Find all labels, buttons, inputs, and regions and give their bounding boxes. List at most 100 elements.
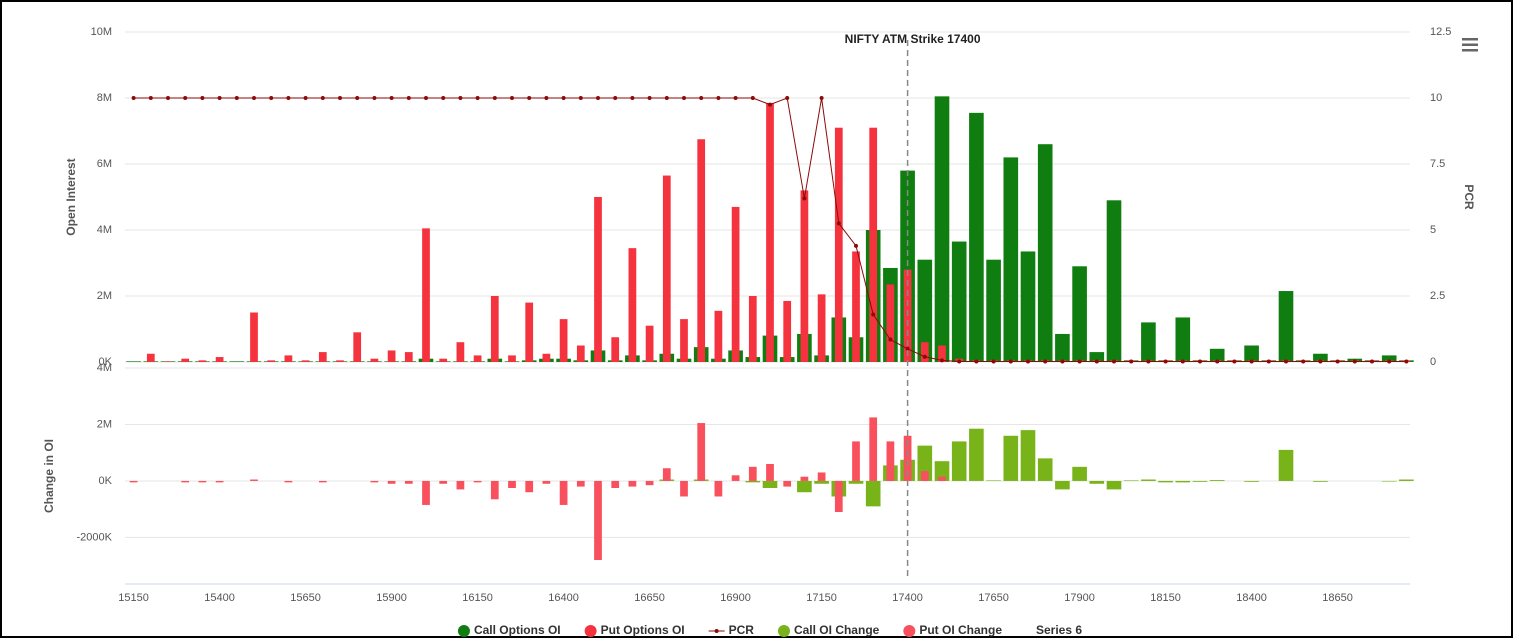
bar [938, 345, 946, 362]
pcr-point [1180, 359, 1185, 364]
pcr-point [1318, 359, 1323, 364]
pcr-point [819, 96, 824, 100]
bar [508, 355, 516, 362]
bar [422, 228, 430, 362]
pcr-point [957, 359, 962, 364]
bar [886, 284, 895, 362]
menu-bar[interactable] [1462, 49, 1478, 52]
bar [1123, 480, 1139, 481]
bar [865, 480, 881, 507]
bar [473, 480, 482, 483]
pcr-point [905, 346, 910, 351]
bar [318, 480, 327, 483]
legend-symbol [584, 625, 597, 637]
bar [525, 480, 534, 493]
pcr-point [148, 96, 153, 100]
bar [490, 296, 499, 362]
bar [456, 480, 465, 490]
y-axis-title: Open Interest [64, 158, 78, 235]
pcr-point [544, 96, 549, 100]
pcr-point [183, 96, 188, 100]
y-axis-title: Change in OI [42, 439, 56, 513]
bar [422, 480, 430, 505]
pcr-point [940, 358, 944, 363]
bar [969, 112, 984, 362]
bar [525, 302, 534, 362]
pcr-point [406, 96, 411, 100]
menu-icon[interactable] [1462, 38, 1478, 52]
y2-tick-label: 7.5 [1430, 158, 1445, 170]
pcr-point [836, 221, 841, 226]
bar [852, 441, 860, 481]
bar [714, 480, 723, 497]
bar [1089, 480, 1105, 484]
bar [336, 360, 344, 362]
y-tick-label: 6M [97, 158, 112, 170]
bar [1072, 466, 1087, 481]
bar [800, 190, 809, 362]
bar [697, 139, 706, 362]
x-tick-label: 18150 [1150, 592, 1181, 604]
bar [986, 259, 1001, 362]
pcr-point [854, 243, 858, 248]
legend-symbol [777, 625, 790, 637]
pcr-point [922, 354, 927, 359]
pcr-point [664, 96, 669, 100]
bar [1192, 480, 1208, 482]
bar [1158, 480, 1173, 483]
pcr-point [596, 96, 600, 100]
bar [1141, 479, 1156, 481]
bar [1278, 449, 1294, 481]
pcr-point [768, 102, 772, 107]
bar [559, 319, 568, 362]
bar [697, 423, 706, 481]
pcr-point [647, 96, 652, 100]
y-tick-label: 8M [97, 92, 112, 104]
x-tick-label: 16900 [720, 592, 751, 604]
bar [490, 480, 499, 500]
y2-tick-label: 0 [1430, 356, 1436, 368]
pcr-point [1301, 359, 1306, 364]
bar [748, 296, 757, 362]
x-tick-label: 18650 [1322, 592, 1353, 604]
pcr-point [871, 312, 876, 317]
bar [745, 480, 761, 483]
pcr-point [716, 96, 721, 100]
pcr-point [355, 96, 360, 100]
bar [1175, 480, 1191, 483]
bar [229, 361, 245, 362]
bar [814, 480, 829, 484]
bar [370, 358, 379, 362]
y-tick-label: 0K [99, 475, 113, 487]
y-tick-label: 4M [97, 362, 112, 374]
bar [986, 480, 1001, 481]
pcr-point [303, 96, 308, 100]
bar [934, 461, 950, 481]
legend-label: Series 6 [1036, 623, 1082, 637]
bar [762, 480, 778, 488]
pcr-point [561, 96, 566, 100]
bar [680, 319, 688, 362]
bar [542, 480, 551, 484]
bar [817, 472, 826, 481]
pcr-point [1387, 359, 1392, 364]
bar [370, 480, 379, 483]
bar [387, 350, 396, 362]
bar [903, 435, 912, 481]
menu-bar[interactable] [1462, 38, 1478, 41]
y2-tick-label: 10 [1430, 92, 1442, 104]
y2-tick-label: 5 [1430, 224, 1436, 236]
x-tick-label: 16650 [634, 592, 665, 604]
bar [250, 479, 258, 481]
legend-label: Call Options OI [474, 623, 561, 637]
bar [1278, 291, 1294, 362]
menu-bar[interactable] [1462, 43, 1478, 47]
pcr-point [458, 96, 463, 100]
bar [1209, 348, 1225, 362]
bar [951, 441, 967, 481]
pcr-point [131, 96, 136, 100]
bar [969, 428, 984, 481]
x-tick-label: 15400 [204, 592, 235, 604]
bar [797, 480, 812, 493]
